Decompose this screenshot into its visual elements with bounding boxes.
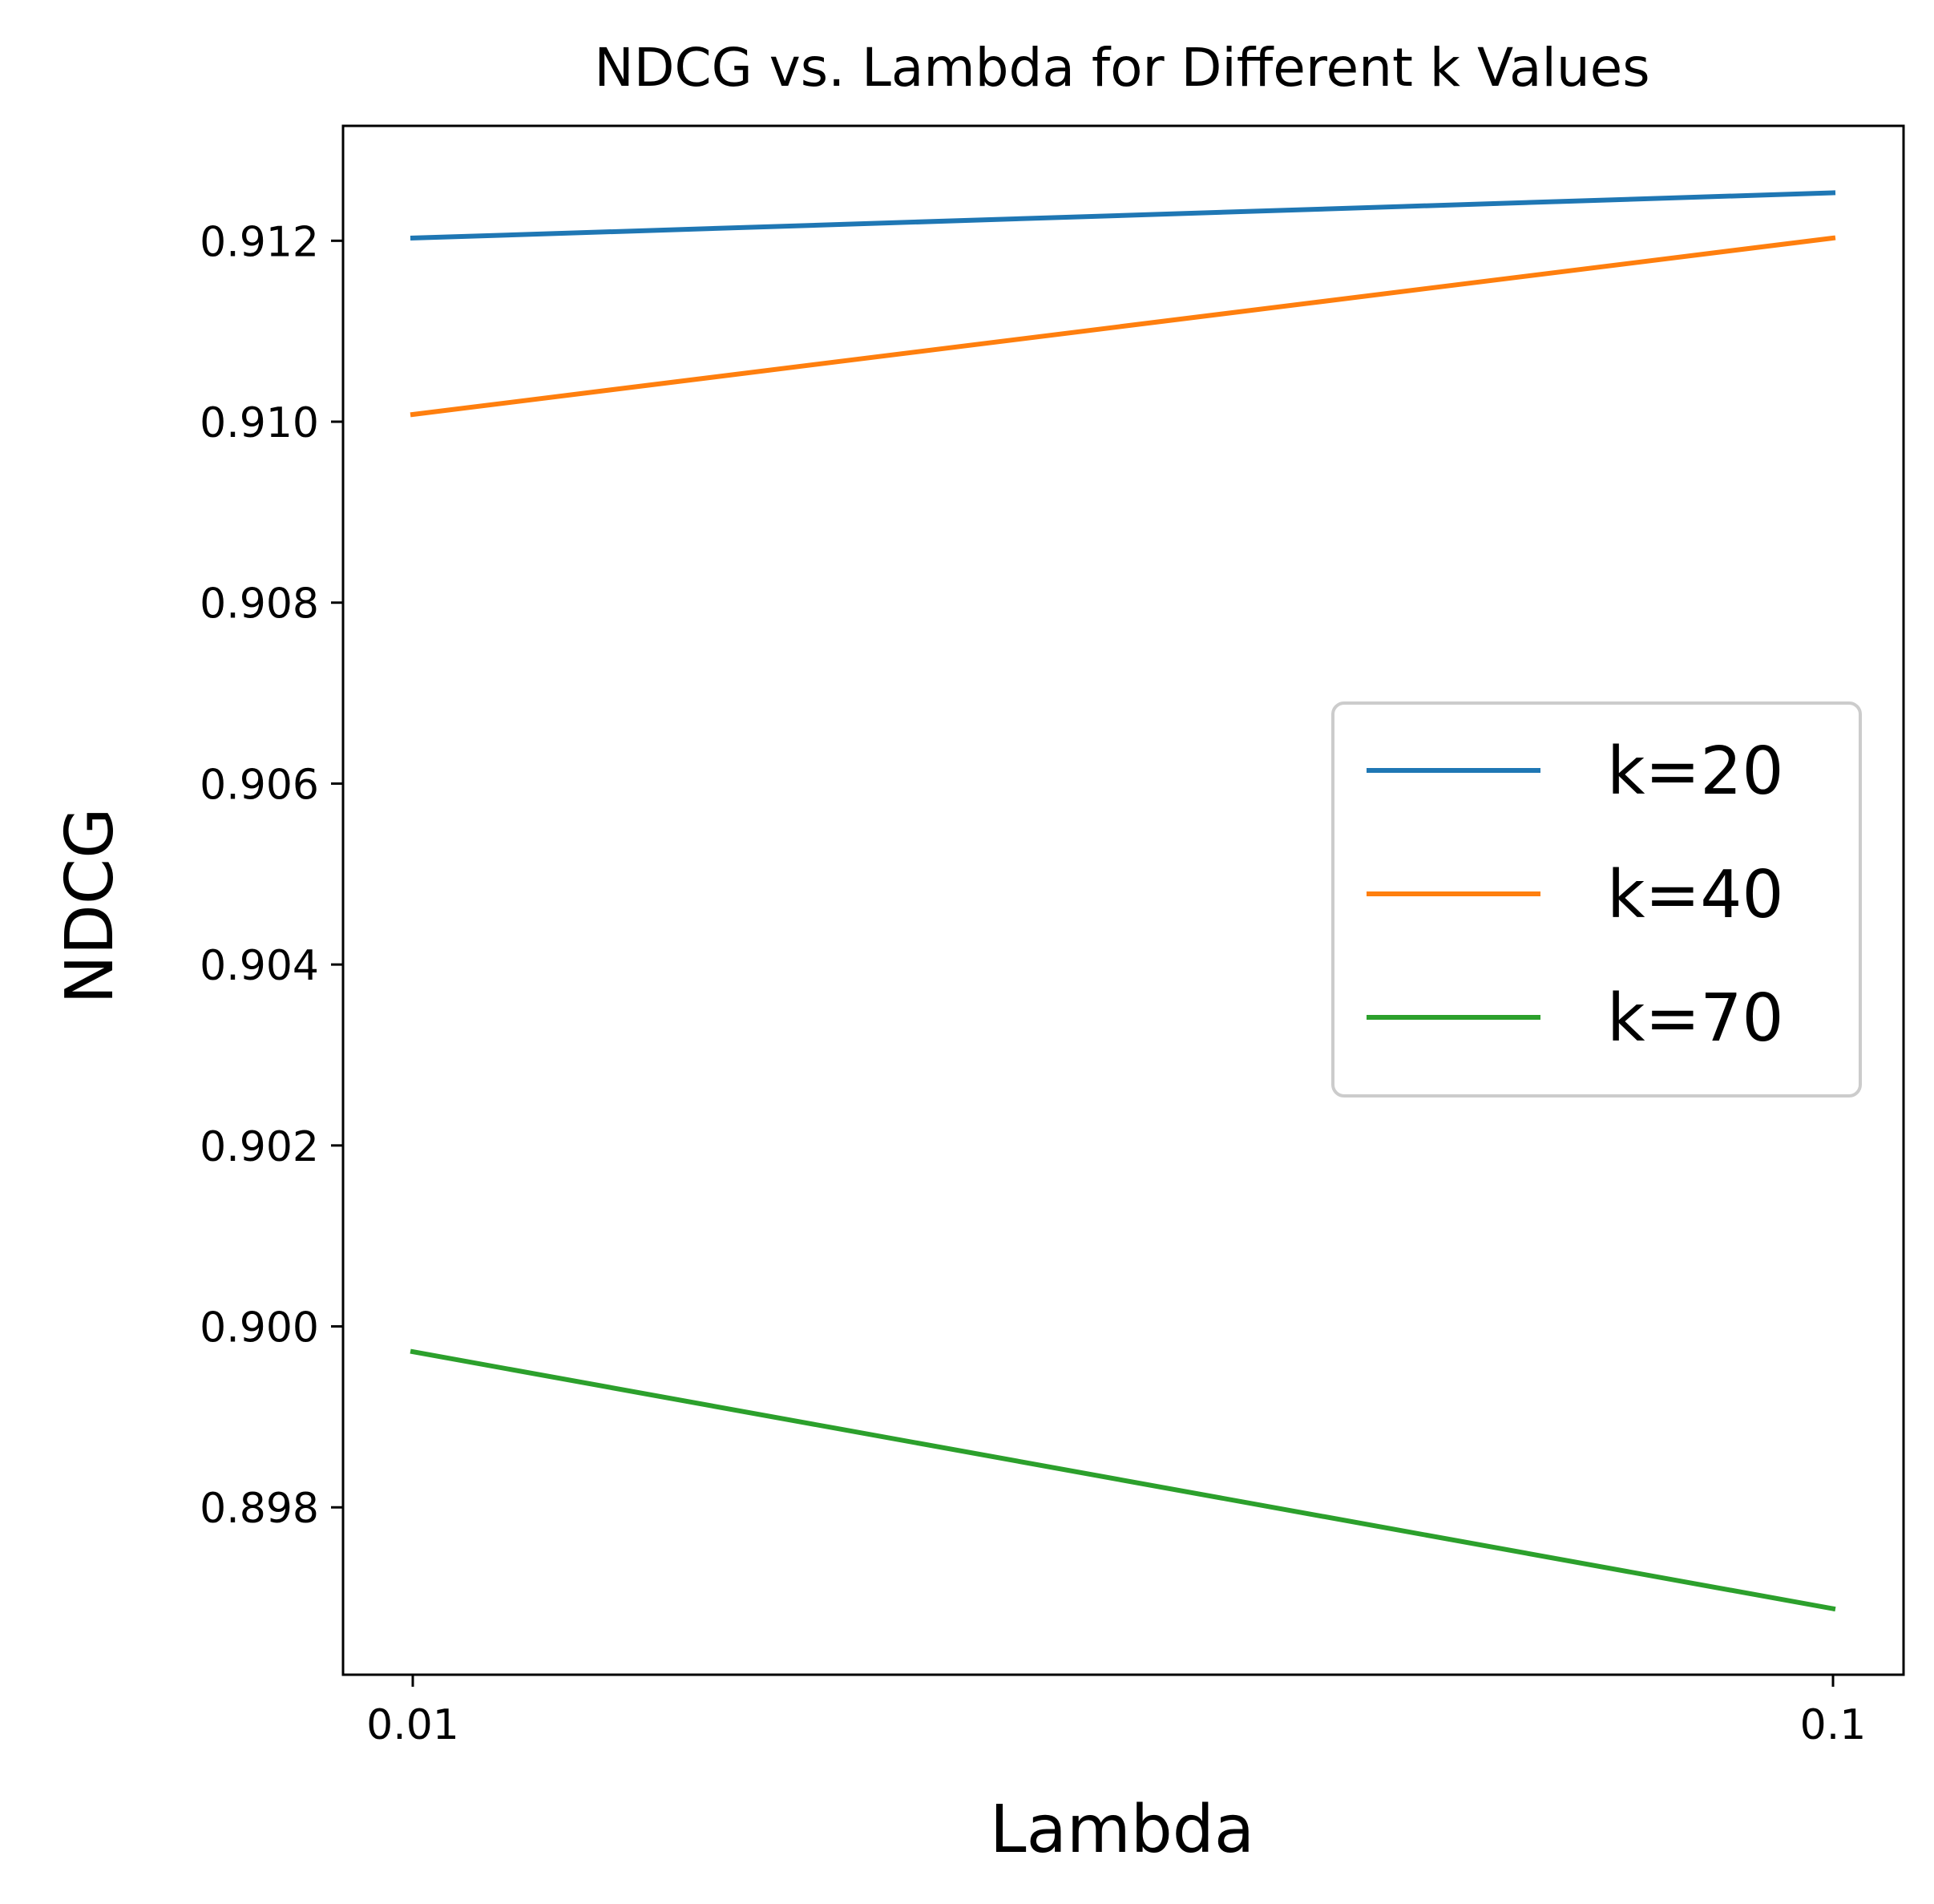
series-layer [410,190,1836,1612]
y-tick-label: 0.908 [200,580,319,629]
y-tick-label: 0.898 [200,1485,319,1533]
y-tick-label: 0.900 [200,1304,319,1352]
y-tick-label: 0.912 [200,218,319,266]
series-line-k70 [410,1348,1836,1612]
axes-frame [341,124,1905,1676]
legend: k=20 k=40 k=70 [1331,701,1862,1098]
y-axis-title: NDCG [52,807,128,1004]
y-tick-label: 0.910 [200,399,319,447]
x-axis-title: Lambda [990,1792,1254,1868]
series-line-k20 [410,190,1836,241]
x-tick-label: 0.01 [366,1701,459,1749]
y-tick-label: 0.902 [200,1123,319,1171]
legend-label: k=20 [1607,734,1784,810]
legend-label: k=70 [1607,980,1784,1057]
y-tick-label: 0.904 [200,942,319,990]
y-axis-ticks: 0.898 0.900 0.902 0.904 0.906 0.908 0.910 0.912 [200,218,343,1533]
x-tick-label: 0.1 [1800,1701,1867,1749]
series-line-k40 [410,235,1836,418]
legend-label: k=40 [1607,857,1784,933]
legend-box [1331,701,1862,1098]
x-axis-ticks: 0.01 0.1 [366,1675,1866,1749]
chart-title: NDCG vs. Lambda for Different k Values [594,37,1649,99]
y-tick-label: 0.906 [200,761,319,809]
